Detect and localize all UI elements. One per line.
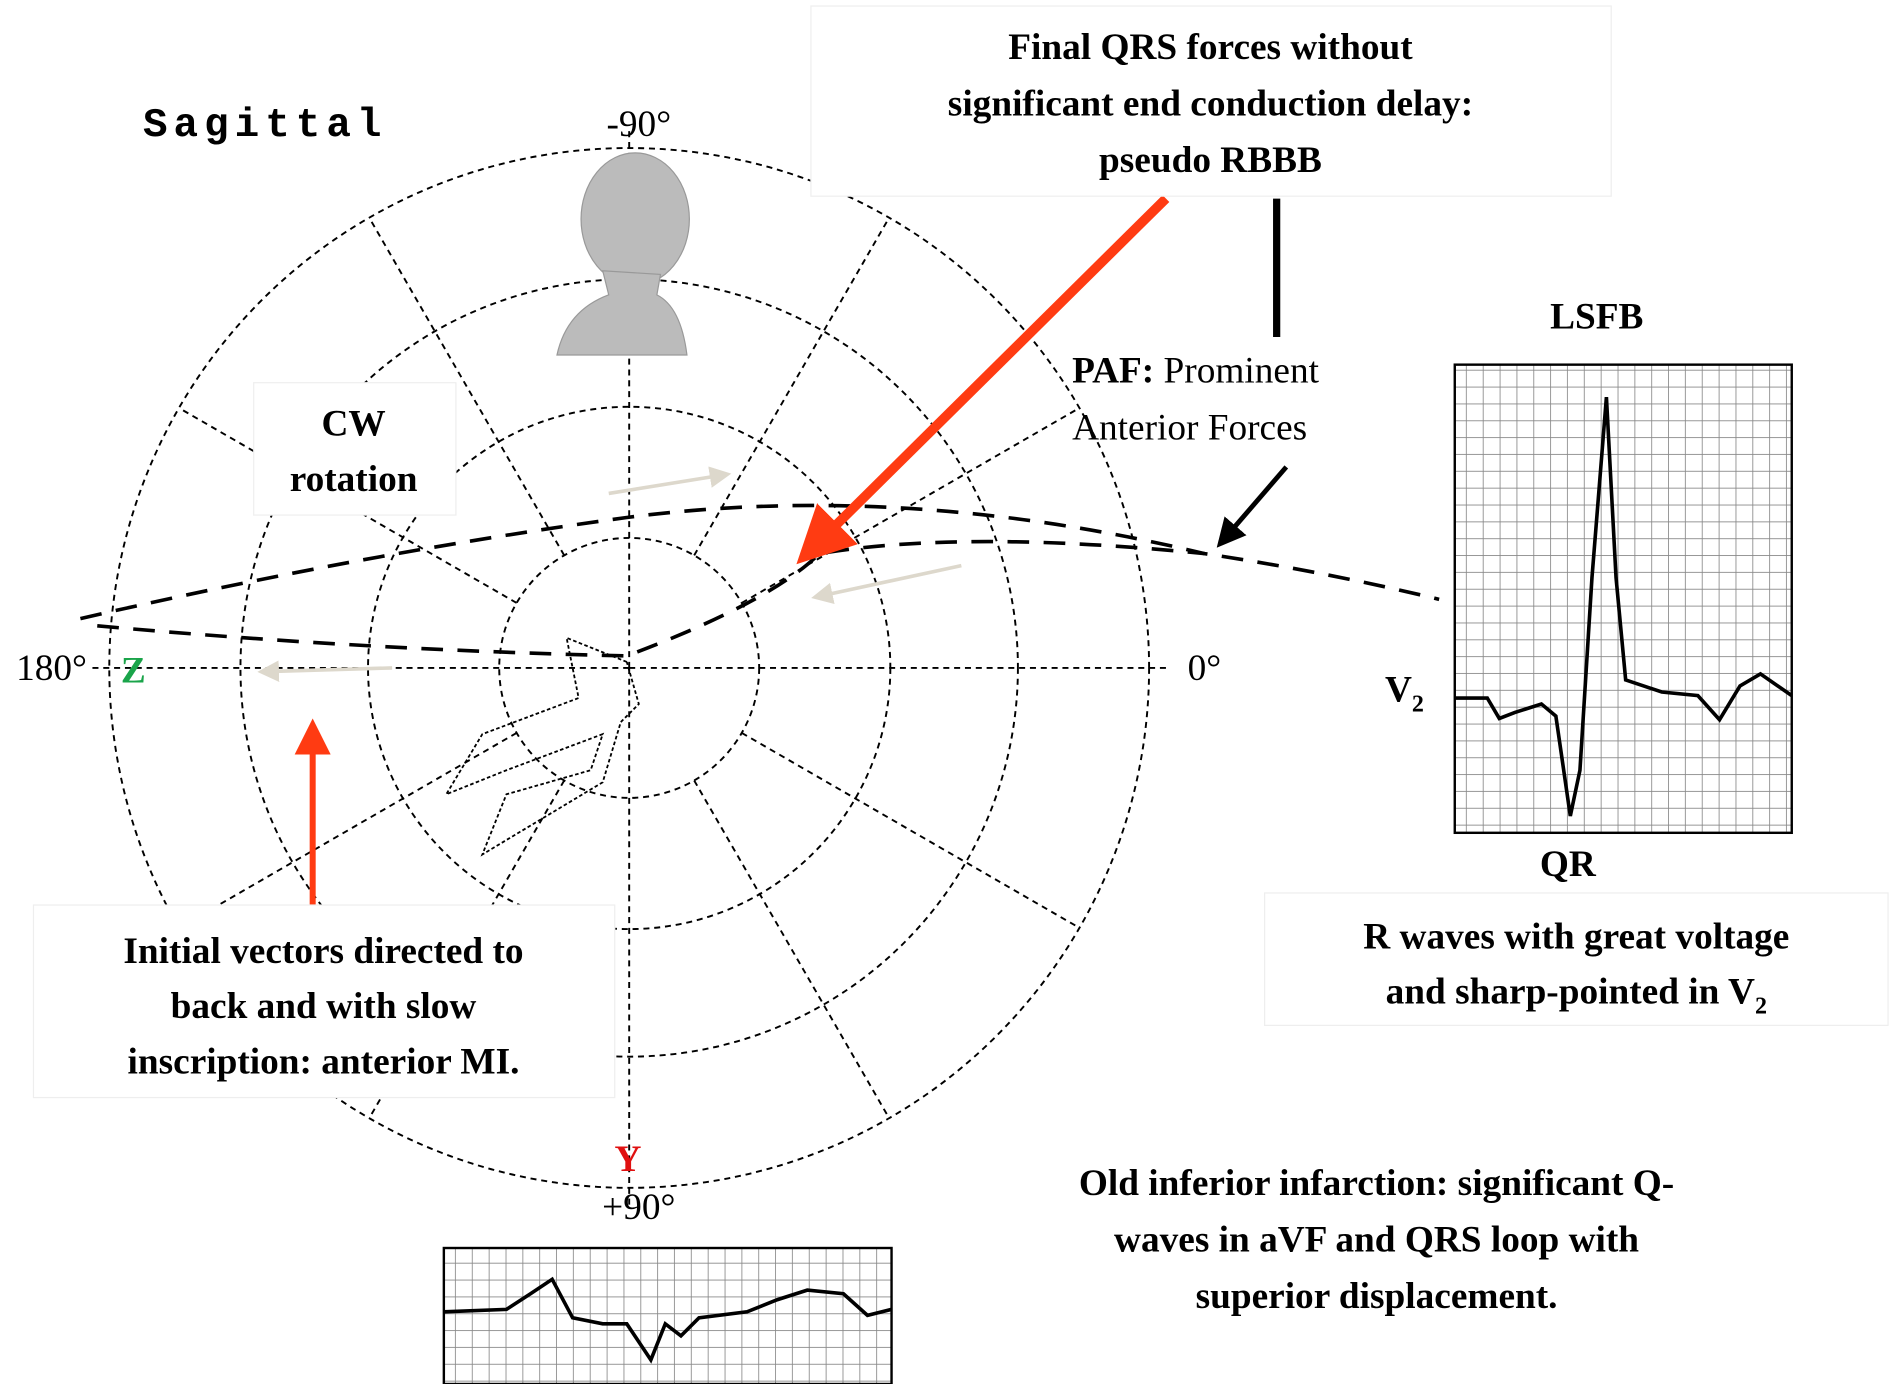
- text-line: R waves with great voltage: [1363, 916, 1789, 957]
- initial-vectors-text: Initial vectors directed to back and wit…: [123, 931, 523, 1083]
- grid-ray: [741, 407, 1080, 604]
- axis-label: +90°: [602, 1187, 675, 1228]
- old-inferior-text: Old inferior infarction: significant Q- …: [1079, 1163, 1674, 1317]
- red-arrow: [796, 195, 1170, 565]
- axis-label: -90°: [606, 104, 671, 145]
- initial-scribble: [444, 636, 640, 857]
- text-line: CW: [321, 404, 385, 445]
- ecg-v2: [1453, 363, 1793, 835]
- paf-abbr: PAF:: [1072, 351, 1154, 392]
- axis-label: 180°: [16, 648, 87, 689]
- paf-line: Anterior Forces: [1072, 407, 1307, 448]
- axis-label: 0°: [1188, 648, 1222, 689]
- text-line: rotation: [290, 459, 418, 500]
- text-line: significant end conduction delay:: [948, 84, 1473, 125]
- lead-sub: 2: [1412, 691, 1424, 717]
- text-line: back and with slow: [171, 986, 477, 1027]
- text-sub: 2: [1755, 993, 1767, 1019]
- lead-label: V2: [1385, 670, 1424, 718]
- paf-line: Prominent: [1164, 351, 1320, 392]
- ecg-avf: [442, 1246, 893, 1384]
- ecg-trace: [1454, 397, 1793, 817]
- grid-ray: [741, 732, 1080, 929]
- black-arrow: [1216, 465, 1289, 548]
- text-line: waves in aVF and QRS loop with: [1114, 1220, 1639, 1261]
- axis-label: Z: [121, 650, 146, 691]
- complex-label: QR: [1540, 844, 1597, 885]
- paf-text: PAF: Prominent: [1072, 351, 1320, 392]
- final-qrs-text: Final QRS forces without significant end…: [948, 27, 1473, 181]
- boxes: [32, 5, 1889, 1099]
- head-icon: [556, 152, 690, 356]
- axis-label: Y: [615, 1139, 642, 1180]
- text-line: superior displacement.: [1196, 1276, 1558, 1317]
- text-line: pseudo RBBB: [1099, 140, 1322, 181]
- qrs-loop: [79, 503, 1440, 658]
- grid-ray: [368, 217, 566, 556]
- text-line: Initial vectors directed to: [123, 931, 523, 972]
- text-line: Old inferior infarction: significant Q-: [1079, 1163, 1674, 1204]
- grid-ray: [693, 217, 890, 556]
- text-line: and sharp-pointed in V2: [1386, 972, 1767, 1020]
- text-line: inscription: anterior MI.: [128, 1042, 520, 1083]
- grid-ray: [693, 780, 890, 1119]
- lsfb-title: LSFB: [1550, 297, 1643, 338]
- text-main: and sharp-pointed in V: [1386, 972, 1755, 1013]
- ecg-trace: [443, 1276, 892, 1364]
- rotation-arrows: [257, 466, 962, 683]
- title: Sagittal: [143, 103, 388, 149]
- text-line: Final QRS forces without: [1008, 27, 1413, 68]
- lead-main: V: [1385, 670, 1412, 711]
